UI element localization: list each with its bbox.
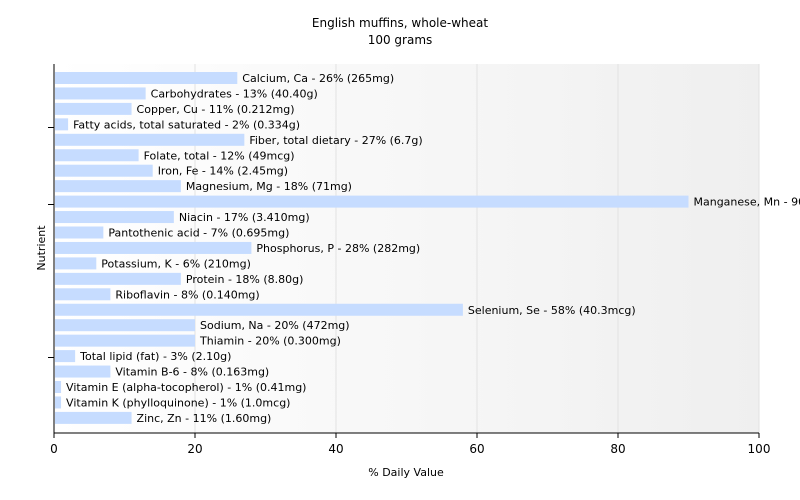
bar-label-15: Selenium, Se - 58% (40.3mcg) xyxy=(468,304,636,317)
y-axis-label: Nutrient xyxy=(35,225,48,271)
bar-label-4: Fiber, total dietary - 27% (6.7g) xyxy=(249,134,422,147)
axes-group xyxy=(48,64,759,434)
bar-7 xyxy=(55,180,181,193)
bar-21 xyxy=(55,396,62,409)
bar-label-0: Calcium, Ca - 26% (265mg) xyxy=(242,72,394,85)
bar-12 xyxy=(55,257,97,270)
bar-label-7: Magnesium, Mg - 18% (71mg) xyxy=(186,180,352,193)
bar-label-9: Niacin - 17% (3.410mg) xyxy=(179,211,310,224)
bar-label-14: Riboflavin - 8% (0.140mg) xyxy=(115,288,259,301)
bar-label-12: Potassium, K - 6% (210mg) xyxy=(101,257,251,270)
bar-label-21: Vitamin K (phylloquinone) - 1% (1.0mcg) xyxy=(66,396,290,409)
bar-16 xyxy=(55,319,195,332)
bar-label-2: Copper, Cu - 11% (0.212mg) xyxy=(137,103,295,116)
bar-label-13: Protein - 18% (8.80g) xyxy=(186,273,304,286)
x-tick-label-100: 100 xyxy=(748,442,771,456)
bar-9 xyxy=(55,211,174,224)
bar-19 xyxy=(55,365,111,378)
bar-17 xyxy=(55,334,195,347)
x-tick-label-0: 0 xyxy=(50,442,58,456)
bar-1 xyxy=(55,87,146,100)
bar-label-11: Phosphorus, P - 28% (282mg) xyxy=(256,242,420,255)
x-tick-label-40: 40 xyxy=(328,442,343,456)
bar-label-10: Pantothenic acid - 7% (0.695mg) xyxy=(108,227,289,240)
bar-label-20: Vitamin E (alpha-tocopherol) - 1% (0.41m… xyxy=(66,381,306,394)
bar-11 xyxy=(55,241,252,254)
bar-6 xyxy=(55,164,153,177)
bar-18 xyxy=(55,350,76,363)
bar-label-18: Total lipid (fat) - 3% (2.10g) xyxy=(79,350,231,363)
bar-label-8: Manganese, Mn - 90% (1.790mg) xyxy=(694,196,800,209)
bar-label-5: Folate, total - 12% (49mcg) xyxy=(144,149,295,162)
x-tick-label-20: 20 xyxy=(187,442,202,456)
bar-label-19: Vitamin B-6 - 8% (0.163mg) xyxy=(115,366,269,379)
bar-label-22: Zinc, Zn - 11% (1.60mg) xyxy=(137,412,272,425)
bar-label-6: Iron, Fe - 14% (2.45mg) xyxy=(158,165,288,178)
bar-5 xyxy=(55,149,139,162)
bar-8 xyxy=(55,195,689,208)
bar-3 xyxy=(55,118,69,131)
bar-14 xyxy=(55,288,111,301)
bar-10 xyxy=(55,226,104,239)
bar-0 xyxy=(55,72,238,84)
bar-label-17: Thiamin - 20% (0.300mg) xyxy=(199,335,341,348)
bar-20 xyxy=(55,381,62,393)
chart-subtitle: 100 grams xyxy=(368,33,433,47)
bar-label-1: Carbohydrates - 13% (40.40g) xyxy=(151,87,318,100)
grid-lines xyxy=(194,64,760,433)
x-tick-label-80: 80 xyxy=(610,442,625,456)
bar-22 xyxy=(55,411,132,424)
bar-label-16: Sodium, Na - 20% (472mg) xyxy=(200,319,350,332)
bar-15 xyxy=(55,303,463,316)
chart-title: English muffins, whole-wheat xyxy=(312,16,488,30)
bar-4 xyxy=(55,133,245,146)
bars-group: Calcium, Ca - 26% (265mg) Carbohydrates -… xyxy=(55,72,800,425)
x-ticks: 0 20 40 60 80 100 xyxy=(50,433,770,456)
x-tick-label-60: 60 xyxy=(469,442,484,456)
bar-2 xyxy=(55,102,132,115)
bar-13 xyxy=(55,272,181,285)
bar-label-3: Fatty acids, total saturated - 2% (0.334… xyxy=(73,118,300,131)
x-axis-label: % Daily Value xyxy=(368,466,444,479)
